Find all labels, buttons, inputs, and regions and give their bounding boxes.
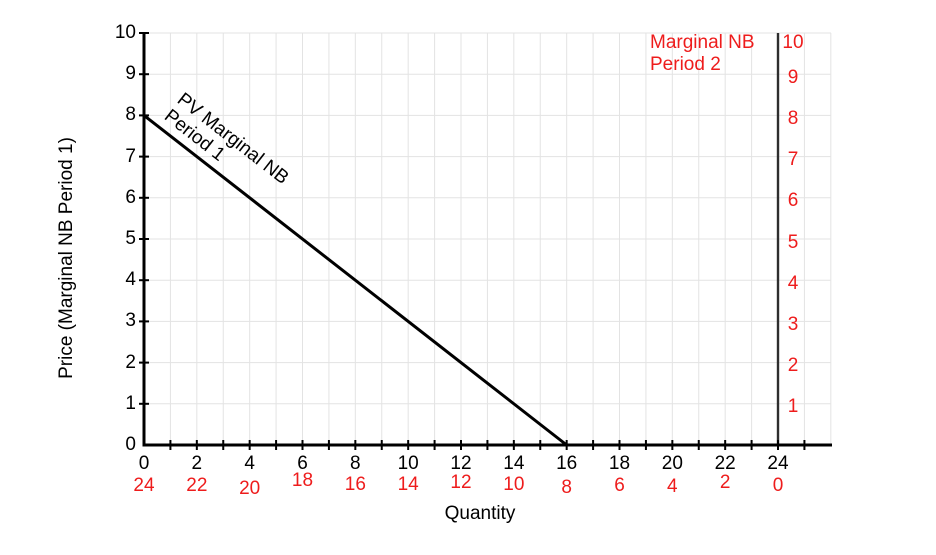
x-axis-tick-label-red: 14 bbox=[397, 474, 419, 495]
x-axis-tick-label-black: 6 bbox=[297, 453, 308, 474]
x-axis-tick-label-black: 0 bbox=[138, 453, 150, 474]
x-axis-tick-label-black: 16 bbox=[556, 453, 578, 474]
x-axis-tick-label-black: 24 bbox=[767, 453, 789, 474]
annotation-label-line1: Marginal NB bbox=[650, 32, 755, 53]
y-axis-tick-label-black: 1 bbox=[125, 392, 136, 414]
x-axis-tick-label-black: 2 bbox=[191, 453, 203, 474]
x-axis-tick-label-red: 12 bbox=[450, 472, 472, 493]
x-axis-tick-label-red: 0 bbox=[772, 475, 784, 496]
y-axis-tick-label-black: 5 bbox=[125, 228, 136, 249]
x-axis-tick-label-red: 6 bbox=[614, 475, 625, 496]
x-axis-title: Quantity bbox=[444, 503, 516, 524]
y-axis-tick-label-red: 1 bbox=[787, 396, 799, 418]
y-axis-tick-label-black: 4 bbox=[125, 269, 136, 291]
x-axis-tick-label-black: 4 bbox=[244, 453, 255, 474]
x-axis-tick-label-red: 10 bbox=[503, 474, 525, 495]
x-axis-tick-label-red: 8 bbox=[561, 477, 572, 498]
x-axis-tick-label-black: 8 bbox=[350, 453, 361, 474]
pv-marginal-nb-line bbox=[143, 114, 568, 447]
x-axis-tick-label-red: 20 bbox=[239, 478, 261, 499]
y-axis-tick-label-red: 5 bbox=[787, 231, 799, 253]
y-axis-tick-label-red: 3 bbox=[787, 313, 799, 335]
x-axis-tick-label-red: 22 bbox=[186, 475, 208, 496]
y-axis-tick-label-red: 10 bbox=[782, 32, 804, 53]
x-axis-tick-label-black: 10 bbox=[397, 453, 419, 474]
x-axis-tick-label-black: 20 bbox=[661, 453, 683, 474]
y-axis-tick-label-black: 10 bbox=[114, 22, 136, 43]
x-axis-tick-label-red: 16 bbox=[344, 474, 366, 495]
x-axis-tick-label-red: 24 bbox=[133, 475, 155, 496]
y-axis-tick-label-black: 6 bbox=[125, 186, 136, 208]
y-axis-tick-label-black: 8 bbox=[125, 104, 136, 126]
marginal-nb-period2-label: Marginal NB Period 2 bbox=[650, 32, 755, 75]
y-axis-tick-label-black: 0 bbox=[125, 434, 136, 455]
x-axis-tick-label-red: 4 bbox=[667, 476, 678, 497]
x-axis-tick-label-black: 14 bbox=[503, 453, 525, 474]
x-axis-tick-label-red: 18 bbox=[291, 470, 314, 491]
y-axis-tick-label-red: 7 bbox=[787, 149, 799, 171]
y-axis-tick-label-black: 9 bbox=[125, 63, 136, 85]
y-axis-tick-label-black: 3 bbox=[125, 310, 136, 332]
annotation-label-line2: Period 2 bbox=[650, 53, 721, 75]
y-axis-tick-label-red: 2 bbox=[787, 355, 799, 377]
y-axis-tick-label-red: 9 bbox=[787, 66, 799, 88]
y-axis-tick-label-red: 4 bbox=[787, 272, 799, 294]
y-axis-tick-label-red: 6 bbox=[787, 190, 799, 212]
y-axis-tick-label-black: 7 bbox=[125, 145, 136, 167]
y-axis-tick-label-red: 8 bbox=[787, 107, 799, 129]
y-axis-tick-label-black: 2 bbox=[125, 351, 136, 373]
x-axis-tick-label-black: 18 bbox=[608, 453, 631, 474]
x-axis-tick-label-black: 22 bbox=[714, 453, 736, 474]
x-axis-tick-label-red: 2 bbox=[719, 472, 731, 493]
x-axis-tick-label-black: 12 bbox=[450, 453, 472, 474]
